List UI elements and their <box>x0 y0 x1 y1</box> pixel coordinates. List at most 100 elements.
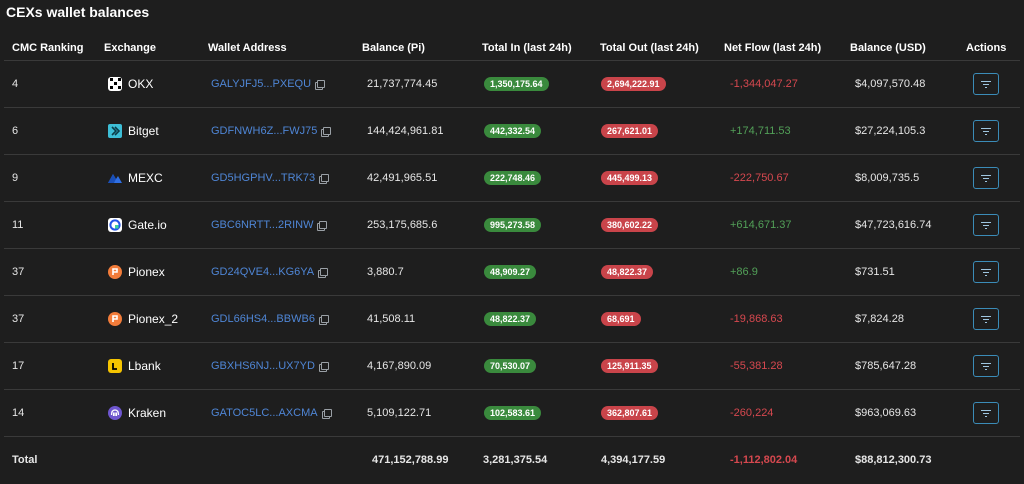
net-flow-cell: -1,344,047.27 <box>730 78 798 90</box>
total-out-cell: 380,602.22 <box>601 202 659 248</box>
table-header: CMC Ranking Exchange Wallet Address Bala… <box>4 36 1020 60</box>
address-cell: GATOC5LC...AXCMA <box>211 390 332 436</box>
total-out-badge: 68,691 <box>601 312 641 326</box>
total-in-cell: 48,909.27 <box>484 249 537 295</box>
net-flow-cell: -55,381.28 <box>730 360 783 372</box>
table-row: 37 Pionex GD24QVE4...KG6YA 3,880.7 48,909.27… <box>4 248 1020 295</box>
balance-cell: 3,880.7 <box>367 266 404 278</box>
net-flow-cell: +174,711.53 <box>730 125 791 137</box>
total-in-cell: 48,822.37 <box>484 296 537 342</box>
copy-icon[interactable] <box>321 408 332 419</box>
net-flow-cell: +86.9 <box>730 266 758 278</box>
exchange-cell: Bitget <box>108 108 159 154</box>
net-flow-cell: -222,750.67 <box>730 172 789 184</box>
total-out-cell: 267,621.01 <box>601 108 659 154</box>
copy-icon[interactable] <box>315 79 326 90</box>
header-total-out: Total Out (last 24h) <box>600 42 699 54</box>
header-rank: CMC Ranking <box>12 42 84 54</box>
filter-action-button[interactable] <box>973 402 999 424</box>
wallet-address-link[interactable]: GBXHS6NJ...UX7YD <box>211 360 315 372</box>
exchange-cell: MEXC <box>108 155 163 201</box>
total-out-badge: 362,807.61 <box>601 406 659 420</box>
total-out-badge: 48,822.37 <box>601 265 654 279</box>
balance-cell: 4,167,890.09 <box>367 360 432 372</box>
table-row: 37 Pionex_2 GDL66HS4...BBWB6 41,508.11 48,82… <box>4 295 1020 342</box>
wallet-address-link[interactable]: GD24QVE4...KG6YA <box>211 266 315 278</box>
total-out: 4,394,177.59 <box>601 454 666 466</box>
exchange-name: Bitget <box>128 124 159 138</box>
balance-usd-cell: $963,069.63 <box>855 407 917 419</box>
filter-action-button[interactable] <box>973 355 999 377</box>
rank-cell: 37 <box>12 313 25 325</box>
header-exchange: Exchange <box>104 42 156 54</box>
bitget-logo-icon <box>108 124 122 138</box>
total-out-cell: 68,691 <box>601 296 641 342</box>
balance-usd-cell: $731.51 <box>855 266 895 278</box>
copy-icon[interactable] <box>318 267 329 278</box>
exchange-cell: Kraken <box>108 390 166 436</box>
total-out-badge: 380,602.22 <box>601 218 659 232</box>
filter-action-button[interactable] <box>973 308 999 330</box>
copy-icon[interactable] <box>318 314 329 325</box>
filter-action-button[interactable] <box>973 261 999 283</box>
balance-usd-cell: $7,824.28 <box>855 313 904 325</box>
balance-cell: 144,424,961.81 <box>367 125 444 137</box>
filter-icon <box>981 174 991 182</box>
wallet-address-link[interactable]: GDFNWH6Z...FWJ75 <box>211 125 318 137</box>
exchange-cell: OKX <box>108 61 153 107</box>
total-out-badge: 125,911.35 <box>601 359 658 373</box>
total-in-cell: 222,748.46 <box>484 155 542 201</box>
address-cell: GD5HGPHV...TRK73 <box>211 155 330 201</box>
wallet-address-link[interactable]: GBC6NRTT...2RINW <box>211 219 314 231</box>
filter-action-button[interactable] <box>973 167 999 189</box>
table-row: 11 Gate.io GBC6NRTT...2RINW 253,175,685.6 99… <box>4 201 1020 248</box>
table-row: 17 Lbank GBXHS6NJ...UX7YD 4,167,890.09 70,53… <box>4 342 1020 389</box>
wallet-address-link[interactable]: GDL66HS4...BBWB6 <box>211 313 315 325</box>
total-in-badge: 222,748.46 <box>484 171 542 185</box>
balance-cell: 253,175,685.6 <box>367 219 438 231</box>
actions-cell <box>973 61 999 107</box>
filter-action-button[interactable] <box>973 120 999 142</box>
exchange-name: Pionex_2 <box>128 312 179 326</box>
total-row: Total 471,152,788.99 3,281,375.54 4,394,… <box>4 436 1020 483</box>
net-flow-cell: +614,671.37 <box>730 219 792 231</box>
filter-icon <box>981 268 991 276</box>
header-net-flow: Net Flow (last 24h) <box>724 42 822 54</box>
copy-icon[interactable] <box>321 126 332 137</box>
wallet-address-link[interactable]: GD5HGPHV...TRK73 <box>211 172 316 184</box>
total-out-cell: 362,807.61 <box>601 390 659 436</box>
total-out-cell: 48,822.37 <box>601 249 654 295</box>
total-in-badge: 1,350,175.64 <box>484 77 549 91</box>
address-cell: GDL66HS4...BBWB6 <box>211 296 329 342</box>
copy-icon[interactable] <box>318 361 329 372</box>
filter-action-button[interactable] <box>973 214 999 236</box>
total-balance: 471,152,788.99 <box>372 454 449 466</box>
lbank-logo-icon <box>108 359 122 373</box>
wallet-address-link[interactable]: GALYJFJ5...PXEQU <box>211 78 312 90</box>
balance-usd-cell: $47,723,616.74 <box>855 219 932 231</box>
address-cell: GBXHS6NJ...UX7YD <box>211 343 329 389</box>
copy-icon[interactable] <box>319 173 330 184</box>
header-balance: Balance (Pi) <box>362 42 425 54</box>
wallet-address-link[interactable]: GATOC5LC...AXCMA <box>211 407 318 419</box>
header-actions: Actions <box>966 42 1007 54</box>
total-in-badge: 70,530.07 <box>484 359 537 373</box>
filter-action-button[interactable] <box>973 73 999 95</box>
total-out-badge: 267,621.01 <box>601 124 659 138</box>
actions-cell <box>973 390 999 436</box>
exchange-name: OKX <box>128 77 154 91</box>
rank-cell: 6 <box>12 125 19 137</box>
balance-usd-cell: $4,097,570.48 <box>855 78 926 90</box>
total-label: Total <box>12 454 38 466</box>
exchange-cell: Pionex <box>108 249 165 295</box>
total-in-badge: 102,583.61 <box>484 406 542 420</box>
total-out-badge: 445,499.13 <box>601 171 659 185</box>
filter-icon <box>981 80 991 88</box>
copy-icon[interactable] <box>317 220 328 231</box>
address-cell: GD24QVE4...KG6YA <box>211 249 329 295</box>
net-flow-cell: -19,868.63 <box>730 313 783 325</box>
balance-cell: 5,109,122.71 <box>367 407 432 419</box>
total-out-badge: 2,694,222.91 <box>601 77 666 91</box>
total-out-cell: 125,911.35 <box>601 343 658 389</box>
table-row: 9 MEXC GD5HGPHV...TRK73 42,491,965.51 222,74… <box>4 154 1020 201</box>
